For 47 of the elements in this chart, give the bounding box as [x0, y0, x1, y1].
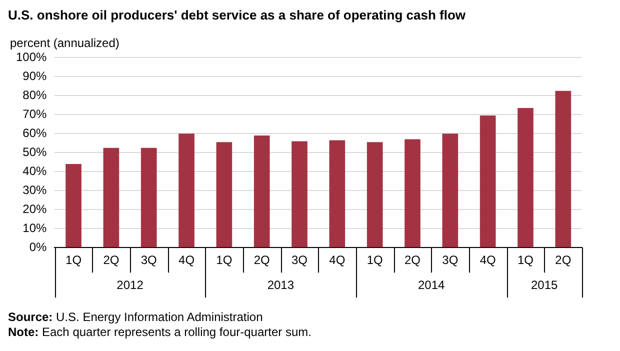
x-tick-label: 2Q	[404, 253, 421, 268]
bar	[254, 136, 270, 248]
text: 2015	[530, 278, 558, 292]
y-tick-label: 20%	[22, 202, 48, 216]
text: 2014	[418, 278, 446, 292]
x-tick-label: 2Q	[555, 253, 572, 268]
x-tick-label: 4Q	[329, 253, 346, 268]
x-tick-label: 1Q	[216, 253, 232, 268]
x-tick-label: 2Q	[103, 253, 120, 268]
text: 2012	[116, 278, 144, 292]
y-tick-label: 70%	[22, 106, 48, 121]
bar	[404, 139, 420, 248]
y-axis-title: percent (annualized)	[10, 36, 120, 50]
bar	[480, 116, 496, 248]
x-tick-label: 1Q	[517, 253, 534, 268]
x-tick-label: 3Q	[292, 253, 308, 268]
x-tick-label: 1Q	[66, 253, 82, 268]
x-tick-label: 3Q	[442, 253, 458, 268]
text: 2013	[267, 278, 294, 292]
y-tick-label: 40%	[22, 164, 48, 178]
chart-title: U.S. onshore oil producers' debt service as a share of operating cash flow	[8, 7, 466, 22]
x-tick-label: 2Q	[254, 253, 270, 268]
y-tick-label: 100%	[16, 50, 48, 64]
bar	[442, 134, 458, 248]
y-tick-label: 90%	[22, 68, 48, 83]
x-tick-label: 4Q	[178, 253, 195, 268]
bar	[178, 134, 194, 248]
y-tick-label: 50%	[22, 144, 48, 159]
bar	[140, 148, 157, 248]
text: Note: Each quarter represents a rolling four-quarter sum.	[8, 325, 312, 340]
x-tick-label: 3Q	[140, 253, 157, 268]
bar	[216, 142, 232, 248]
bar	[518, 108, 534, 248]
bar	[555, 90, 572, 248]
y-tick-label: 60%	[22, 126, 48, 140]
x-tick-label: 4Q	[480, 253, 496, 268]
bar	[66, 164, 82, 248]
bar	[366, 142, 383, 248]
bar	[292, 141, 308, 248]
x-tick-label: 1Q	[366, 253, 383, 268]
source-note: Source: U.S. Energy Information Administration	[8, 310, 264, 325]
bar	[329, 140, 346, 248]
bar	[103, 148, 120, 248]
y-tick-label: 30%	[22, 182, 48, 197]
y-tick-label: 0%	[29, 240, 48, 254]
y-tick-label: 80%	[22, 88, 48, 102]
y-tick-label: 10%	[22, 220, 48, 235]
